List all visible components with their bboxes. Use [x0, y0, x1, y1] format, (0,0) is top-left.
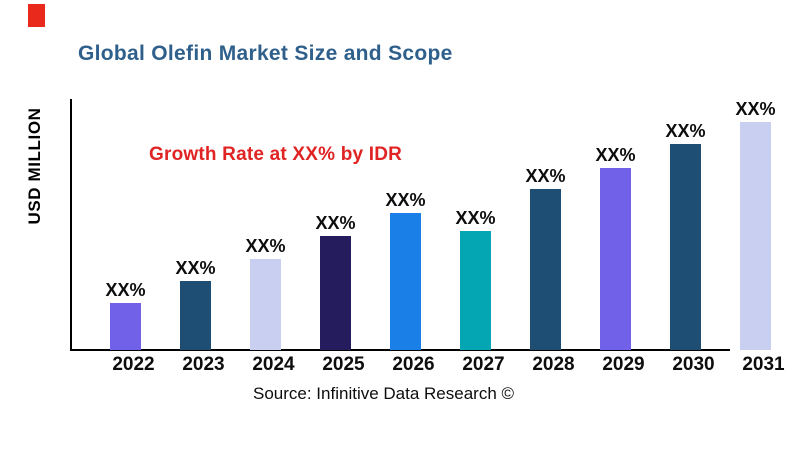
bar-2026: [390, 213, 421, 350]
bar-2025: [320, 236, 351, 350]
bar-2028: [530, 189, 561, 350]
bar-value-label-2022: XX%: [105, 280, 146, 300]
x-tick-label-2031: 2031: [742, 354, 785, 375]
x-tick-label-2027: 2027: [462, 354, 505, 375]
bar-2023: [180, 281, 211, 350]
growth-rate-note: Growth Rate at XX% by IDR: [149, 144, 403, 165]
x-tick-label-2025: 2025: [322, 354, 365, 375]
x-tick-label-2024: 2024: [252, 354, 295, 375]
brand-mark: [28, 4, 45, 27]
bar-2024: [250, 259, 281, 350]
bar-value-label-2026: XX%: [385, 190, 426, 210]
x-tick-label-2030: 2030: [672, 354, 715, 375]
x-tick-label-2023: 2023: [182, 354, 225, 375]
bar-2030: [670, 144, 701, 350]
bar-value-label-2025: XX%: [315, 213, 356, 233]
y-axis-line: [70, 99, 72, 351]
bar-value-label-2024: XX%: [245, 236, 286, 256]
bar-value-label-2029: XX%: [595, 145, 636, 165]
bar-2022: [110, 303, 141, 350]
bar-2029: [600, 168, 631, 350]
x-tick-label-2028: 2028: [532, 354, 575, 375]
bar-value-label-2031: XX%: [735, 99, 776, 119]
x-tick-label-2022: 2022: [112, 354, 155, 375]
source-credit: Source: Infinitive Data Research ©: [253, 384, 515, 403]
y-axis-title: USD MILLION: [25, 107, 44, 225]
bar-value-label-2023: XX%: [175, 258, 216, 278]
x-axis-line: [70, 349, 730, 351]
chart-title: Global Olefin Market Size and Scope: [78, 42, 453, 65]
x-tick-label-2029: 2029: [602, 354, 645, 375]
bar-value-label-2028: XX%: [525, 166, 566, 186]
bar-2031: [740, 122, 771, 350]
x-tick-label-2026: 2026: [392, 354, 435, 375]
bar-2027: [460, 231, 491, 350]
bar-value-label-2030: XX%: [665, 121, 706, 141]
bar-value-label-2027: XX%: [455, 208, 496, 228]
